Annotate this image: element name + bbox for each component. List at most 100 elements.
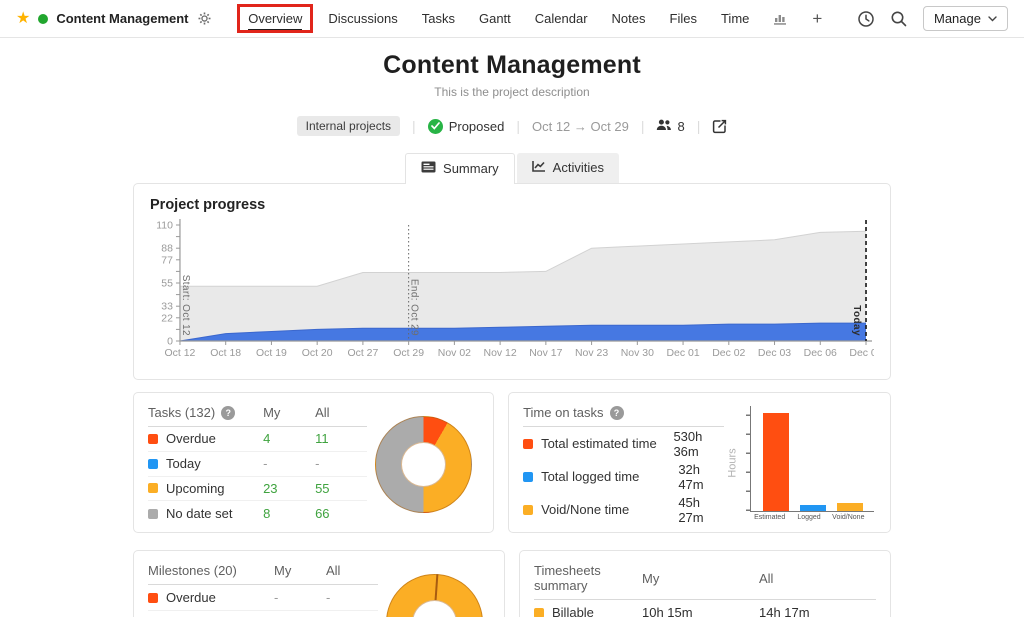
navbar-tabs: Overview Discussions Tasks Gantt Calenda…: [237, 4, 823, 33]
column-all: All: [326, 563, 341, 578]
recent-items-clock-icon[interactable]: [857, 10, 875, 28]
project-date-range: Oct 12 → Oct 29: [531, 118, 629, 134]
my-value: -: [263, 456, 268, 472]
my-value: -: [274, 590, 279, 605]
bar-chart-labels: Estimated Logged Void/None: [750, 512, 874, 526]
donut-hole: [411, 600, 457, 617]
timesheets-table-header: Timesheets summary My All: [534, 561, 876, 600]
project-progress-card: Project progress 0 22 33 55 77 88 110 Oct 12 Oct…: [133, 183, 891, 380]
tasks-donut-chart: [374, 416, 472, 513]
overdue-swatch: [148, 433, 158, 444]
navbar-tab-calendar[interactable]: Calendar: [534, 11, 588, 26]
tasks-row-overdue: Overdue 4 11: [148, 427, 368, 452]
project-status[interactable]: Proposed: [427, 118, 505, 134]
milestones-card-title: Milestones (20): [148, 563, 237, 578]
all-value: 14h 17m: [759, 605, 810, 617]
search-icon[interactable]: [890, 10, 908, 28]
row-label: Void/None time: [523, 502, 678, 517]
svg-text:22: 22: [161, 313, 173, 324]
tab-summary-label: Summary: [443, 161, 499, 176]
navbar-project-title[interactable]: Content Management: [56, 11, 189, 26]
svg-text:Oct 27: Oct 27: [347, 348, 378, 359]
svg-text:Today: Today: [851, 305, 862, 336]
summary-content: Project progress 0 22 33 55 77 88 110 Oct 12 Oct…: [133, 183, 891, 617]
bar-chart-plot: [746, 406, 874, 512]
project-stats-chart-icon[interactable]: [773, 12, 788, 25]
milestones-table-header: Milestones (20) My All: [148, 561, 378, 585]
my-value[interactable]: 23: [263, 480, 278, 496]
tab-activities[interactable]: Activities: [516, 153, 619, 183]
timesheets-card-title: Timesheets summary: [534, 563, 601, 593]
svg-text:Nov 30: Nov 30: [621, 348, 654, 359]
timesheets-row-billable: Billable 10h 15m 14h 17m: [534, 600, 876, 617]
milestones-row-today: Today - -: [148, 611, 378, 617]
svg-text:Dec 02: Dec 02: [712, 348, 745, 359]
my-value[interactable]: 4: [263, 431, 271, 447]
svg-text:33: 33: [161, 302, 173, 313]
estimated-swatch: [523, 438, 534, 449]
navbar-tab-time[interactable]: Time: [720, 11, 750, 26]
today-swatch: [148, 458, 158, 469]
project-members[interactable]: 8: [656, 119, 685, 134]
svg-text:Dec 01: Dec 01: [666, 348, 699, 359]
my-value[interactable]: 8: [263, 506, 271, 522]
estimated-value: 530h 36m: [673, 428, 703, 459]
svg-text:0: 0: [167, 336, 173, 347]
navbar-actions: Manage: [857, 6, 1008, 31]
time-table-header: Time on tasks ?: [523, 403, 724, 427]
tab-summary[interactable]: Summary: [405, 153, 515, 184]
svg-text:Oct 18: Oct 18: [210, 348, 241, 359]
all-value: -: [326, 590, 331, 605]
milestones-donut-box: [378, 561, 490, 617]
column-all: All: [759, 570, 774, 586]
voidnone-swatch: [523, 504, 534, 515]
bar-logged: [799, 504, 826, 511]
navbar-tab-gantt[interactable]: Gantt: [478, 11, 511, 26]
navbar-tab-tasks[interactable]: Tasks: [421, 11, 455, 26]
status-label: Proposed: [448, 118, 505, 134]
my-value: 10h 15m: [642, 605, 693, 617]
upcoming-swatch: [148, 483, 158, 494]
favorite-star-icon[interactable]: ★: [16, 9, 31, 27]
time-row-voidnone: Void/None time 45h 27m: [523, 493, 724, 526]
meta-separator: |: [412, 118, 416, 134]
tasks-row-today: Today - -: [148, 452, 368, 477]
cards-row-1: Tasks (132) ? My All Overdue 4 11 Today …: [133, 392, 891, 533]
status-check-icon: [427, 118, 443, 134]
bar-label-estimated: Estimated: [754, 514, 786, 521]
bar-chart-ylabel: Hours: [726, 448, 739, 478]
help-icon[interactable]: ?: [609, 405, 624, 420]
project-settings-gear-icon[interactable]: [197, 11, 212, 26]
all-value[interactable]: 55: [315, 480, 330, 496]
navbar-project: ★ Content Management: [16, 9, 212, 27]
bar-estimated: [762, 413, 789, 511]
project-group-badge[interactable]: Internal projects: [296, 116, 401, 136]
cards-row-2: Milestones (20) My All Overdue - - Today…: [133, 550, 891, 617]
navbar-tab-files[interactable]: Files: [669, 11, 697, 26]
no-date-swatch: [148, 508, 158, 519]
add-application-plus-icon[interactable]: +: [812, 8, 823, 28]
progress-card-title: Project progress: [150, 197, 266, 213]
content-tabs: Summary Activities: [0, 153, 1024, 184]
activities-icon: [531, 160, 546, 175]
svg-text:88: 88: [161, 244, 173, 255]
tasks-donut-box: [367, 403, 479, 526]
manage-dropdown-button[interactable]: Manage: [923, 6, 1008, 31]
edit-project-icon[interactable]: [712, 119, 727, 134]
help-icon[interactable]: ?: [221, 405, 236, 420]
svg-text:Nov 02: Nov 02: [438, 348, 471, 359]
project-description: This is the project description: [434, 85, 590, 99]
bar-label-logged: Logged: [797, 514, 821, 521]
svg-text:Dec 07: Dec 07: [849, 348, 874, 359]
navbar-tab-overview[interactable]: Overview: [237, 4, 314, 33]
time-card-title: Time on tasks ?: [523, 405, 724, 420]
time-bar-chart: Hours Estimated Logged Void/None: [724, 403, 876, 526]
all-value[interactable]: 11: [315, 431, 329, 447]
timesheets-table: Timesheets summary My All Billable 10h 1…: [534, 561, 876, 617]
navbar-tab-discussions[interactable]: Discussions: [328, 11, 398, 26]
top-navbar: ★ Content Management Overview Discussion…: [0, 0, 1024, 38]
all-value[interactable]: 66: [315, 506, 330, 522]
milestones-row-overdue: Overdue - -: [148, 585, 378, 611]
navbar-tab-notes[interactable]: Notes: [611, 11, 646, 26]
svg-text:Nov 12: Nov 12: [484, 348, 517, 359]
